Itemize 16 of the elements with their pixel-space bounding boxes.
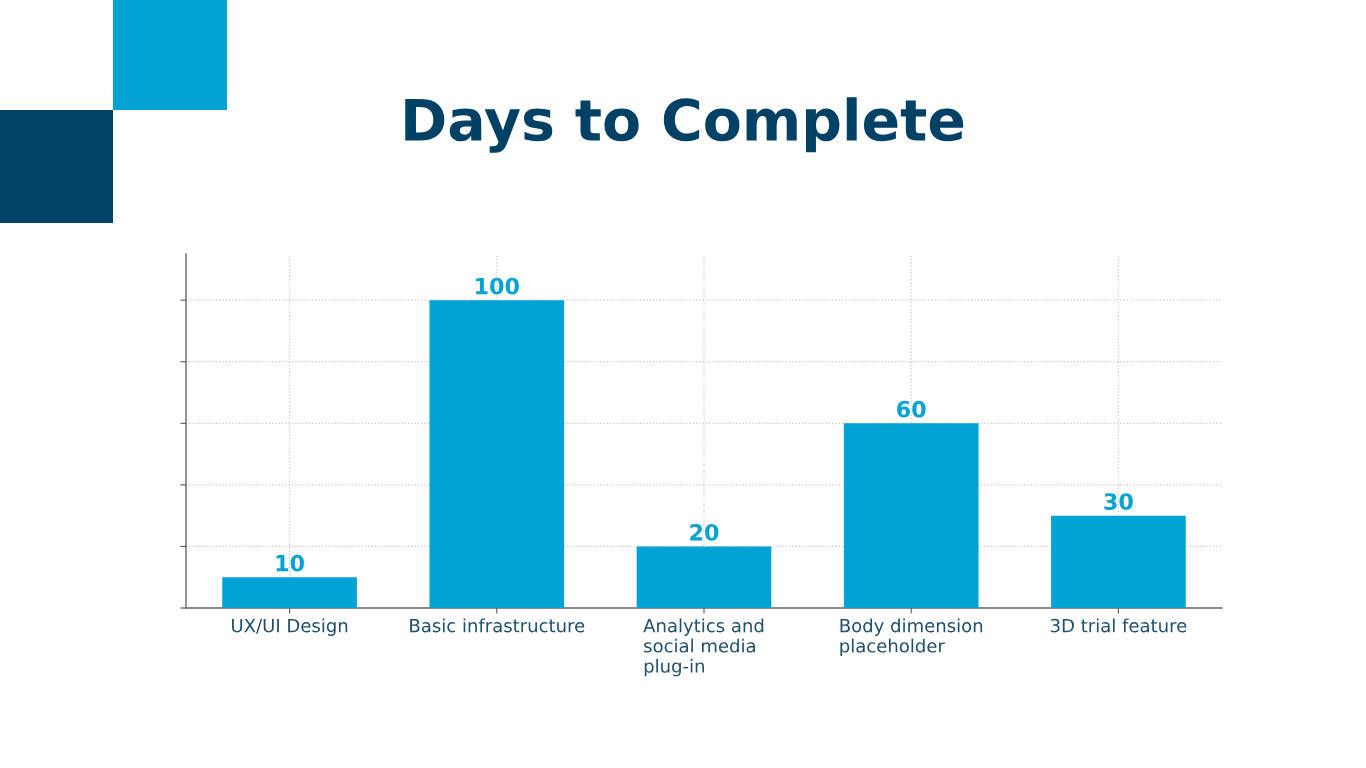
data-label: 30 (1104, 493, 1133, 510)
x-tick-label: Body dimension placeholder (840, 618, 983, 657)
bar (636, 546, 772, 608)
bar (843, 423, 979, 608)
bar (429, 300, 565, 608)
data-label: 10 (276, 554, 304, 572)
x-tick-label: Basic infrastructure (410, 618, 585, 633)
data-label: 60 (897, 400, 926, 418)
data-label: 20 (690, 523, 719, 541)
chart-title: Days to Complete (405, 97, 964, 153)
x-tick-label: 3D trial feature (1050, 618, 1187, 633)
bar (1051, 515, 1186, 608)
bar (222, 577, 357, 608)
x-tick-label: Analytics and social media plug-in (643, 618, 764, 677)
x-tick-label: UX/UI Design (232, 618, 348, 636)
data-label: 100 (476, 277, 519, 295)
